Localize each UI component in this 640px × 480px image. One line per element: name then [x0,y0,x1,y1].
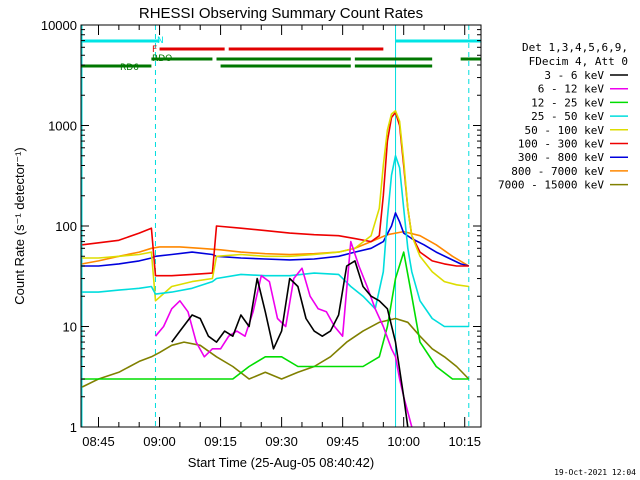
legend-label: 12 - 25 keV [531,96,604,109]
legend-entry: 7000 - 15000 keV [498,179,628,192]
x-tick-label: 08:45 [82,434,115,449]
legend-entry: 6 - 12 keV [538,83,628,96]
y-axis-label: Count Rate (s⁻¹ detector⁻¹) [12,147,27,305]
x-tick-label: 10:15 [448,434,481,449]
y-tick-label: 1000 [48,119,77,134]
x-tick-label: 09:00 [143,434,176,449]
legend-entry: 50 - 100 keV [525,124,628,137]
legend-label: 800 - 7000 keV [511,165,604,178]
legend-header-line-2: FDecim 4, Att 0 [529,55,628,68]
x-tick-label: 09:45 [326,434,359,449]
series-line [82,110,469,302]
flag-label: F [152,45,157,55]
series-line [81,317,470,388]
flag-n: N [81,36,481,46]
plot-frame [80,24,482,428]
flag-f: F [152,45,384,55]
flag-label: RDO [152,54,172,64]
y-tick-label: 100 [55,219,77,234]
series-line [82,251,469,380]
y-tick-label: 10 [63,320,77,335]
legend: Det 1,3,4,5,6,9, FDecim 4, Att 0 3 - 6 k… [498,41,628,192]
legend-label: 6 - 12 keV [538,83,605,96]
flag-label: N [157,36,164,46]
y-tick-label: 10000 [41,18,77,33]
legend-label: 25 - 50 keV [531,110,604,123]
x-tick-label: 09:30 [265,434,298,449]
legend-label: 3 - 6 keV [544,69,604,82]
legend-entry: 12 - 25 keV [531,96,628,109]
legend-label: 100 - 300 keV [518,138,604,151]
x-tick-label: 09:15 [204,434,237,449]
y-tick-label: 1 [70,420,77,435]
flag-rd6: RD6 [81,63,433,73]
legend-entry: 800 - 7000 keV [511,165,628,178]
series-line [82,212,470,267]
chart-title: RHESSI Observing Summary Count Rates [139,5,423,22]
legend-label: 50 - 100 keV [525,124,605,137]
series-line [171,260,409,427]
timestamp: 19-Oct-2021 12:04 [554,468,636,477]
legend-entry: 100 - 300 keV [518,138,628,151]
x-axis: 08:45 09:00 09:15 09:30 09:45 10:00 10:15 [82,25,481,449]
x-axis-label: Start Time (25-Aug-05 08:40:42) [188,455,374,470]
legend-entry: 25 - 50 keV [531,110,628,123]
legend-header-line-1: Det 1,3,4,5,6,9, [522,41,628,54]
x-tick-label: 10:00 [387,434,420,449]
flag-label: RD6 [120,63,139,73]
legend-entry: 3 - 6 keV [544,69,628,82]
series-line [154,240,413,427]
legend-entry: 300 - 800 keV [518,151,628,164]
flag-rdo: RDO [151,54,481,64]
legend-label: 7000 - 15000 keV [498,179,604,192]
y-axis: 1 10 100 1000 10000 [41,18,481,435]
legend-label: 300 - 800 keV [518,151,604,164]
series-line [82,155,469,328]
